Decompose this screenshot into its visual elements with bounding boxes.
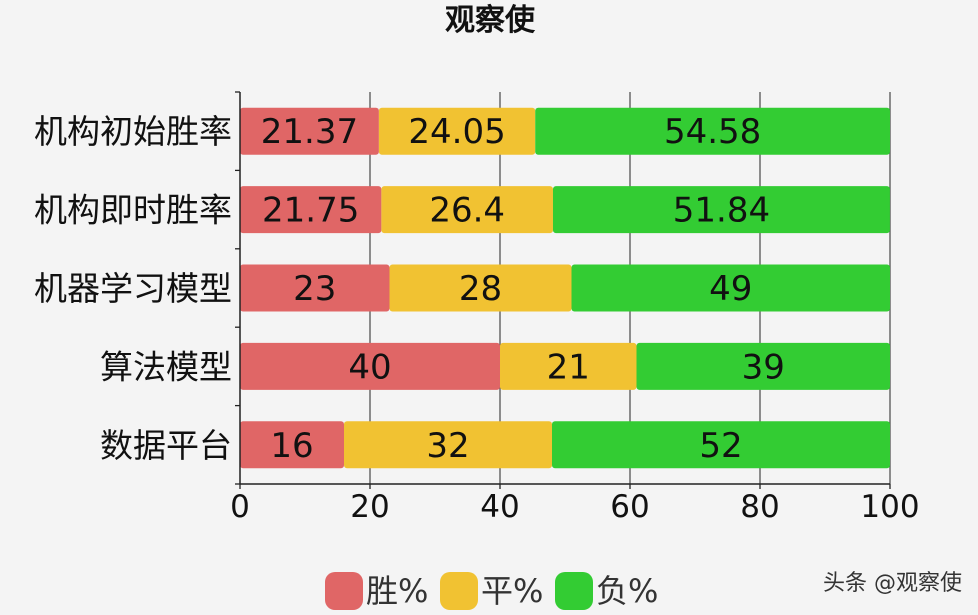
bar-value-label: 24.05 <box>408 112 505 152</box>
legend: 胜% 平% 负% <box>325 572 658 610</box>
bar-value-label: 54.58 <box>664 112 761 152</box>
bar-segment <box>552 186 890 234</box>
x-tick-label: 60 <box>610 489 649 525</box>
bar-segment <box>389 264 572 312</box>
legend-swatch <box>555 572 593 610</box>
category-label: 算法模型 <box>100 347 232 386</box>
bar-segment <box>344 421 552 469</box>
bar-value-label: 28 <box>459 269 502 309</box>
bar-value-label: 49 <box>709 269 752 309</box>
legend-swatch <box>440 572 478 610</box>
chart-title: 观察使 <box>445 3 536 38</box>
bar-segment <box>240 107 379 155</box>
bar-value-label: 21 <box>547 347 590 387</box>
bar-value-label: 32 <box>426 426 469 466</box>
legend-label: 胜% <box>366 572 428 610</box>
x-tick-label: 0 <box>230 489 250 525</box>
bar-segment <box>571 264 890 312</box>
bar-value-label: 21.75 <box>262 191 359 231</box>
x-tick-label: 20 <box>350 489 389 525</box>
x-tick-label: 100 <box>860 489 919 525</box>
bar-segment <box>636 342 890 390</box>
bar-value-label: 16 <box>270 426 313 466</box>
bar-segment <box>378 107 536 155</box>
bar-segment <box>240 421 344 469</box>
legend-swatch <box>325 572 363 610</box>
bar-value-label: 23 <box>293 269 336 309</box>
bar-segment <box>552 421 890 469</box>
bar-segment <box>500 342 637 390</box>
bar-value-label: 52 <box>699 426 742 466</box>
watermark: 头条 @观察使 <box>823 571 962 596</box>
x-tick-label: 80 <box>740 489 779 525</box>
bar-segment <box>240 186 382 234</box>
bar-segment <box>381 186 553 234</box>
category-label: 机构即时胜率 <box>34 191 232 230</box>
bar-segment <box>535 107 890 155</box>
x-tick-label: 40 <box>480 489 519 525</box>
bar-value-label: 21.37 <box>261 112 358 152</box>
category-label: 机构初始胜率 <box>34 112 232 151</box>
bar-value-label: 39 <box>742 347 785 387</box>
legend-label: 负% <box>596 572 658 610</box>
category-label: 机器学习模型 <box>34 269 232 308</box>
legend-label: 平% <box>481 572 543 610</box>
bar-segment <box>240 342 500 390</box>
bar-value-label: 51.84 <box>673 191 770 231</box>
bar-value-label: 26.4 <box>429 191 505 231</box>
bar-segment <box>240 264 390 312</box>
bars: 21.37 24.05 54.58 21.75 26.4 51.84 23 28 49 40 21 3… <box>240 107 890 469</box>
bar-value-label: 40 <box>348 347 391 387</box>
category-label: 数据平台 <box>100 426 232 465</box>
